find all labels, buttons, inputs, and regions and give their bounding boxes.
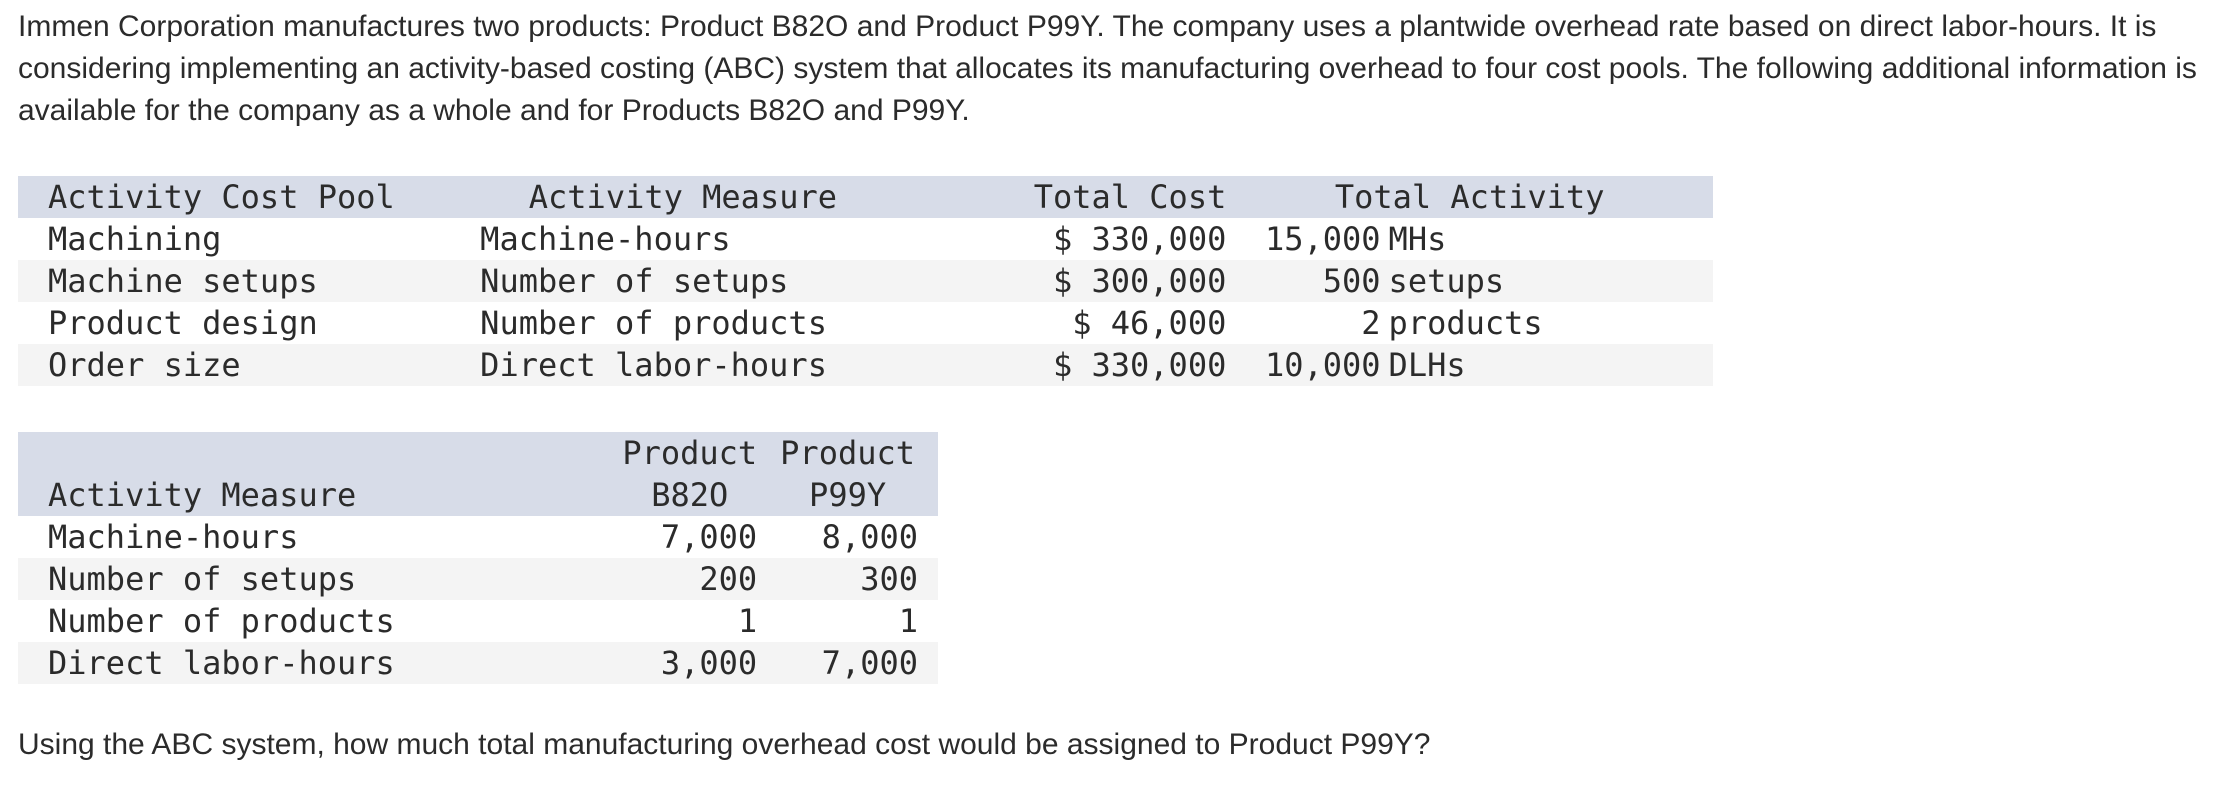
product-activity-table: Product Product Activity Measure B82O P9… bbox=[18, 432, 938, 684]
total-cost: $ 330,000 bbox=[1052, 346, 1227, 384]
header-activity-measure: Activity Measure bbox=[528, 178, 837, 216]
activity-measure: Number of setups bbox=[480, 262, 789, 300]
table-row: Product design Number of products $ 46,0… bbox=[18, 302, 1713, 344]
pool-name: Machine setups bbox=[48, 262, 318, 300]
total-activity-qty: 15,000 bbox=[1264, 220, 1381, 258]
activity-measure: Direct labor-hours bbox=[480, 346, 827, 384]
intro-paragraph: Immen Corporation manufactures two produ… bbox=[18, 10, 2197, 127]
total-activity-unit: products bbox=[1388, 304, 1543, 342]
header-total-activity: Total Activity bbox=[1334, 178, 1605, 216]
activity-measure: Number of setups bbox=[48, 560, 357, 598]
question-text: Using the ABC system, how much total man… bbox=[18, 728, 1431, 761]
total-cost: $ 330,000 bbox=[1052, 220, 1227, 258]
header-spacer bbox=[18, 432, 622, 474]
table-row: Machine-hours 7,000 8,000 bbox=[18, 516, 938, 558]
product-b-value: 1 bbox=[737, 602, 758, 640]
activity-measure: Number of products bbox=[480, 304, 827, 342]
activity-measure: Machine-hours bbox=[48, 518, 299, 556]
header-product-b-line1: Product bbox=[622, 434, 758, 472]
total-activity-unit: DLHs bbox=[1388, 346, 1466, 384]
activity-measure: Direct labor-hours bbox=[48, 644, 395, 682]
problem-page: Immen Corporation manufactures two produ… bbox=[18, 6, 2208, 761]
total-cost: $ 46,000 bbox=[1072, 304, 1227, 342]
product-p-value: 8,000 bbox=[821, 518, 918, 556]
activity-measure: Number of products bbox=[48, 602, 395, 640]
table-row: Machine setups Number of setups $ 300,00… bbox=[18, 260, 1713, 302]
header-product-p-line2: P99Y bbox=[809, 476, 887, 514]
header-activity-measure: Activity Measure bbox=[48, 476, 357, 514]
pool-name: Order size bbox=[48, 346, 241, 384]
total-activity-qty: 500 bbox=[1322, 262, 1381, 300]
table-header-row: Activity Measure B82O P99Y bbox=[18, 474, 938, 516]
pool-name: Product design bbox=[48, 304, 318, 342]
product-p-value: 1 bbox=[898, 602, 918, 640]
total-cost: $ 300,000 bbox=[1052, 262, 1227, 300]
table-row: Machining Machine-hours $ 330,000 15,000… bbox=[18, 218, 1713, 260]
total-activity-qty: 10,000 bbox=[1264, 346, 1381, 384]
activity-measure: Machine-hours bbox=[480, 220, 731, 258]
total-activity-unit: setups bbox=[1388, 262, 1505, 300]
product-p-value: 300 bbox=[860, 560, 918, 598]
product-p-value: 7,000 bbox=[821, 644, 918, 682]
table-row: Direct labor-hours 3,000 7,000 bbox=[18, 642, 938, 684]
header-activity-cost-pool: Activity Cost Pool bbox=[48, 178, 395, 216]
total-activity-unit: MHs bbox=[1388, 220, 1447, 258]
product-b-value: 200 bbox=[699, 560, 758, 598]
table-header-row: Product Product bbox=[18, 432, 938, 474]
table-row: Number of setups 200 300 bbox=[18, 558, 938, 600]
product-b-value: 3,000 bbox=[660, 644, 758, 682]
total-activity-qty: 2 bbox=[1361, 304, 1381, 342]
header-product-b-line2: B82O bbox=[651, 476, 729, 514]
header-product-p-line1: Product bbox=[780, 434, 916, 472]
header-total-cost: Total Cost bbox=[1033, 178, 1227, 216]
table-header-row: Activity Cost Pool Activity Measure Tota… bbox=[18, 176, 1713, 218]
table-row: Order size Direct labor-hours $ 330,000 … bbox=[18, 344, 1713, 386]
product-b-value: 7,000 bbox=[660, 518, 758, 556]
table-row: Number of products 1 1 bbox=[18, 600, 938, 642]
activity-cost-pool-table: Activity Cost Pool Activity Measure Tota… bbox=[18, 176, 1713, 386]
pool-name: Machining bbox=[48, 220, 222, 258]
